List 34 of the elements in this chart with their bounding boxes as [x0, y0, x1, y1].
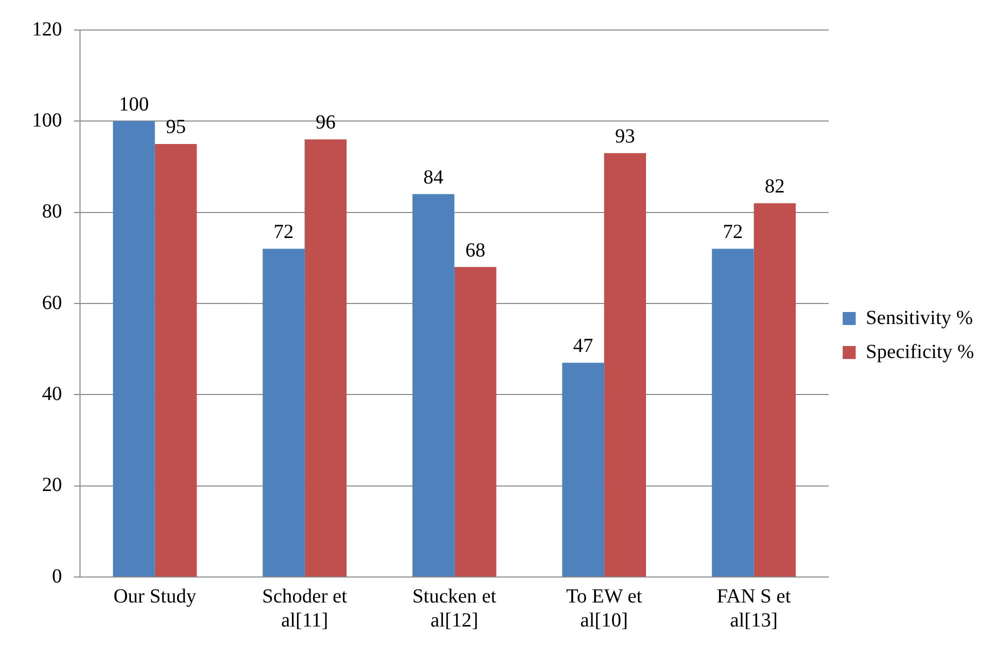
x-tick-label: Schoder et al[11]	[262, 585, 348, 632]
data-label: 96	[316, 112, 336, 134]
y-tick-label: 120	[32, 18, 62, 40]
y-tick-label: 60	[42, 292, 62, 314]
y-tick-label: 80	[42, 200, 62, 223]
bar	[154, 144, 197, 576]
y-tick-label: 0	[52, 565, 62, 588]
bar	[412, 194, 454, 576]
data-label: 68	[465, 239, 486, 262]
data-label: 47	[573, 335, 594, 358]
x-tick-label: FAN S et al[13]	[716, 585, 792, 632]
y-tick-label: 100	[32, 109, 62, 132]
data-label: 93	[615, 125, 636, 148]
y-tick-label: 20	[42, 474, 62, 496]
bar	[112, 121, 155, 576]
bar	[262, 248, 305, 576]
x-tick-label: To EW et al[10]	[566, 585, 643, 632]
bar	[304, 139, 347, 576]
data-label: 100	[118, 93, 149, 116]
bar	[562, 362, 604, 576]
x-tick-label: Our Study	[113, 585, 196, 608]
bar	[754, 203, 796, 576]
legend-label: Specificity %	[866, 340, 974, 363]
data-label: 95	[166, 116, 186, 138]
bar	[454, 267, 496, 576]
data-label: 82	[764, 175, 785, 198]
bar	[604, 153, 646, 576]
legend-label: Sensitivity %	[866, 306, 973, 329]
bar	[712, 248, 754, 576]
data-label: 72	[722, 221, 743, 244]
y-tick-label: 40	[42, 382, 62, 405]
data-label: 72	[274, 221, 294, 244]
x-tick-label: Stucken et al[12]	[412, 585, 497, 632]
data-label: 84	[423, 166, 444, 188]
